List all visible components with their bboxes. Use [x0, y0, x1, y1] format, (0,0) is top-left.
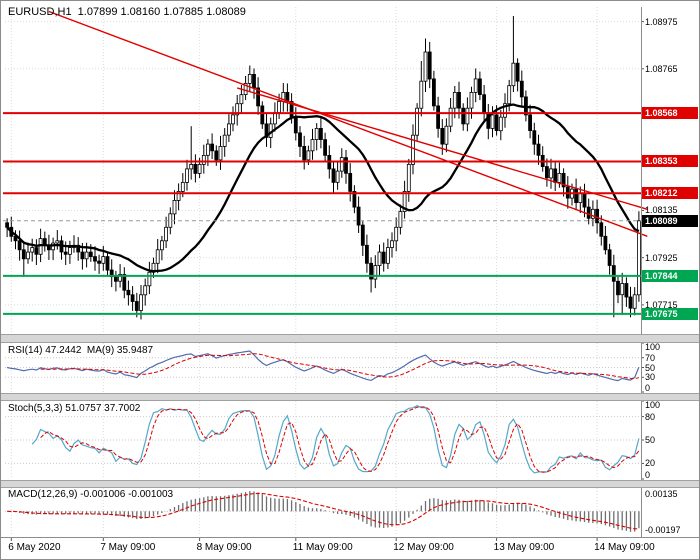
resistance-level-tag: 1.08568 [642, 107, 698, 120]
time-axis-label[interactable]: 12 May 09:00 [393, 542, 454, 553]
price-axis-label: 1.07715 [645, 299, 678, 310]
rsi-axis-label: 70 [645, 352, 656, 363]
stoch-axis-label: 100 [645, 400, 661, 410]
macd-indicator-label: MACD(12,26,9) -0.001006 -0.001003 [8, 489, 174, 500]
main-chart-area[interactable] [1, 7, 641, 334]
rsi-indicator-label: RSI(14) 47.2442 MA(9) 35.9487 [8, 345, 154, 356]
chart-header-ohlc: EURUSD,H1 1.07899 1.08160 1.07885 1.0808… [8, 6, 246, 18]
time-axis-label[interactable]: 6 May 2020 [8, 542, 61, 553]
rsi-axis-label: 50 [645, 362, 656, 373]
panel-resize-separator[interactable] [1, 334, 699, 343]
time-axis-label[interactable]: 7 May 09:00 [100, 542, 156, 553]
price-axis-label: 1.08135 [645, 205, 678, 216]
support-level-tag: 1.07844 [642, 269, 698, 282]
resistance-level-tag: 1.08353 [642, 155, 698, 168]
price-axis-label: 1.07925 [645, 252, 678, 263]
time-axis-label[interactable]: 13 May 09:00 [493, 542, 555, 553]
rsi-axis-label: 100 [645, 342, 661, 352]
rsi-axis-label: 30 [645, 372, 656, 383]
panel-resize-separator[interactable] [1, 393, 699, 401]
price-axis-label: 1.08765 [645, 63, 678, 74]
time-axis-label[interactable]: 8 May 09:00 [196, 542, 252, 553]
resistance-level-tag: 1.08212 [642, 187, 698, 200]
time-axis-label[interactable]: 14 May 09:00 [594, 542, 655, 553]
rsi-axis-label: 0 [645, 383, 651, 393]
macd-axis-label: -0.00197 [645, 525, 681, 535]
stoch-axis-label: 80 [645, 411, 656, 422]
stoch-axis-label: 20 [645, 458, 656, 469]
panel-resize-separator[interactable] [1, 480, 699, 488]
macd-axis-label: 0.00135 [645, 489, 678, 499]
stoch-axis-label: 50 [645, 435, 656, 445]
support-level-tag: 1.07675 [642, 307, 698, 320]
current-price-tag: 1.08089 [642, 214, 698, 227]
stoch-axis-label: 0 [645, 470, 651, 480]
price-axis-label: 1.08975 [645, 16, 678, 27]
time-axis-label[interactable]: 11 May 09:00 [292, 542, 353, 553]
stochastic-indicator-label: Stoch(5,3,3) 51.0757 37.7002 [8, 403, 141, 414]
